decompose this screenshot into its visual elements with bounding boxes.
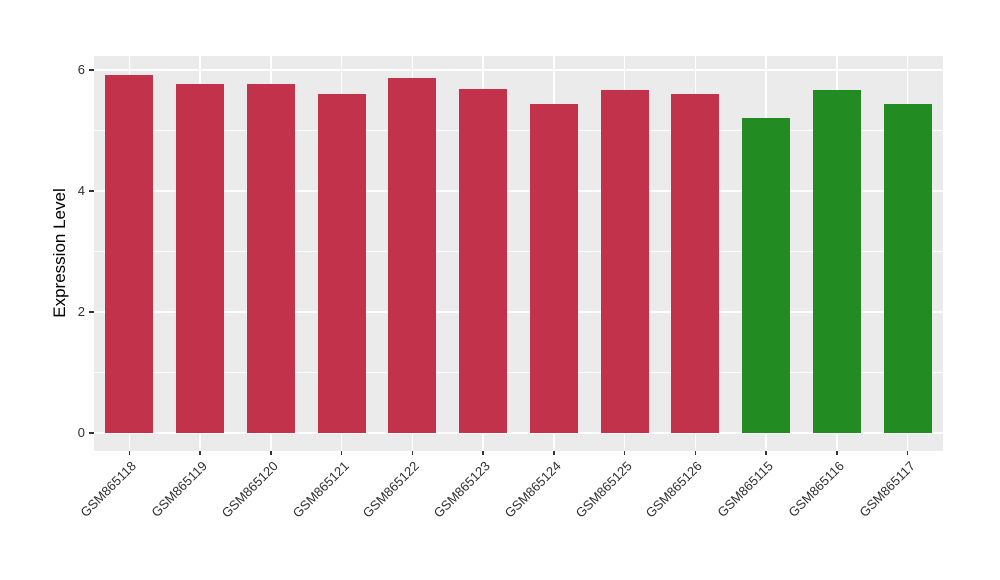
x-tick-mark bbox=[128, 451, 131, 455]
x-tick-mark bbox=[340, 451, 343, 455]
major-gridline bbox=[94, 432, 943, 434]
y-tick-label: 0 bbox=[77, 424, 85, 440]
x-tick-label: GSM865117 bbox=[855, 458, 918, 520]
y-tick-label: 4 bbox=[77, 182, 85, 198]
y-tick-mark bbox=[89, 432, 94, 434]
bar-GSM865126 bbox=[671, 94, 720, 433]
bar-GSM865115 bbox=[742, 118, 791, 433]
minor-gridline bbox=[94, 129, 943, 131]
x-tick-mark bbox=[906, 451, 909, 455]
major-gridline bbox=[94, 311, 943, 313]
x-tick-mark bbox=[765, 451, 767, 455]
x-tick-mark bbox=[836, 451, 838, 455]
major-gridline bbox=[94, 69, 943, 71]
y-tick-mark bbox=[89, 69, 94, 71]
bar-GSM865119 bbox=[176, 83, 225, 433]
minor-gridline bbox=[94, 371, 943, 373]
bar-GSM865116 bbox=[812, 90, 861, 433]
bar-GSM865118 bbox=[105, 74, 154, 433]
bar-GSM865120 bbox=[246, 83, 295, 433]
minor-gridline bbox=[94, 250, 943, 252]
x-tick-label-anchor: GSM865117 bbox=[708, 457, 918, 520]
bar-GSM865124 bbox=[529, 104, 578, 433]
bar-GSM865125 bbox=[600, 90, 649, 433]
plot-panel bbox=[94, 56, 943, 451]
x-tick-mark bbox=[623, 451, 626, 455]
x-tick-mark bbox=[553, 451, 555, 455]
y-tick-label: 6 bbox=[77, 61, 85, 77]
bar-GSM865121 bbox=[317, 94, 366, 433]
bar-GSM865122 bbox=[388, 78, 437, 433]
x-tick-mark bbox=[199, 451, 201, 455]
y-axis-title: Expression Level bbox=[50, 188, 69, 318]
y-tick-mark bbox=[89, 311, 94, 313]
x-tick-mark bbox=[694, 451, 697, 455]
x-tick-mark bbox=[482, 451, 484, 455]
y-tick-mark bbox=[89, 190, 94, 192]
x-tick-mark bbox=[411, 451, 414, 455]
bar-GSM865117 bbox=[883, 104, 932, 433]
y-tick-label: 2 bbox=[77, 303, 85, 319]
bar-GSM865123 bbox=[459, 89, 508, 433]
x-tick-mark bbox=[270, 451, 272, 455]
major-gridline bbox=[94, 190, 943, 192]
